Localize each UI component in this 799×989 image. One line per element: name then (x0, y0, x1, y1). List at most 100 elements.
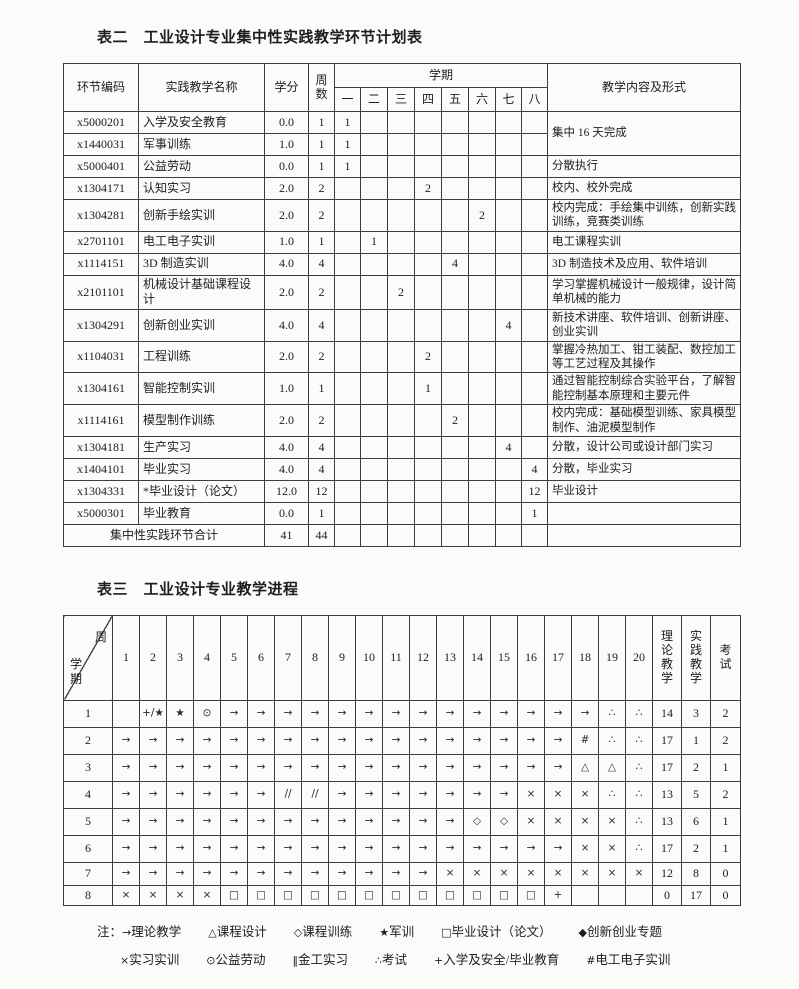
t3-week-cell: ◇ (490, 807, 518, 836)
t2-cell-name: 入学及安全教育 (138, 111, 265, 134)
t3-week-cell: ∴ (598, 726, 626, 755)
t2-cell-sem-5 (441, 435, 469, 459)
t2-cell-sem-7 (495, 252, 522, 276)
t3-week-header: 7 (274, 614, 302, 701)
legend-symbol: ∴ (374, 953, 382, 967)
t3-header-row: 周学 期 1 2 3 4 5 6 7 8 9 10 11 12 13 14 15 16 17 18 19 20 理 论 教… (63, 614, 741, 701)
t2-row: x1304181 生产实习 4.0 4 4 分散，设计公司或设计部门实习 (63, 435, 742, 459)
t3-corner-semester: 学 期 (70, 656, 83, 687)
t3-week-cell (112, 699, 140, 728)
t2-cell-code: x1304171 (63, 177, 139, 200)
t2-cell-name: *毕业设计（论文） (138, 479, 265, 503)
t2-footer-content (547, 523, 742, 547)
t2-footer-sem-6 (468, 523, 496, 547)
t2-row: x2101101 机械设计基础课程设计 2.0 2 2 学习掌握机械设计一般规律，设计简单… (63, 274, 742, 310)
legend-label: 创新创业专题 (587, 924, 663, 939)
t3-week-header: 10 (355, 614, 383, 701)
t3-week-header: 17 (544, 614, 572, 701)
legend-line-1: 注：→理论教学 △课程设计 ◇课程训练 ★军训 □毕业设计（论文） ◆创新创业专题 (97, 921, 799, 940)
legend-symbol: ◆ (578, 925, 587, 939)
t2-cell-sem-4 (414, 435, 442, 459)
t2-row: x1114161 模型制作训练 2.0 2 2 校内完成：基础模型训练、家具模型制作、油泥… (63, 404, 742, 437)
t2-cell-credits: 4.0 (264, 252, 309, 276)
t3-week-cell: → (220, 753, 248, 782)
t2-cell-code: x1304181 (63, 435, 139, 459)
t3-total-cell-2: 1 (681, 726, 711, 755)
t2-cell-sem-5 (441, 177, 469, 200)
legend-symbol: ⊙ (206, 953, 216, 967)
t2-cell-sem-1: 1 (334, 133, 361, 156)
t3-week-cell: ∴ (625, 753, 653, 782)
t2-header-sem-8: 八 (520, 87, 549, 112)
t3-week-header: 20 (625, 614, 653, 701)
t2-cell-sem-5 (441, 308, 469, 342)
t2-cell-credits: 0.0 (264, 155, 309, 178)
legend-item: ◇课程训练 (294, 921, 352, 940)
t2-cell-sem-8 (520, 155, 549, 178)
t2-cell-sem-5 (441, 372, 469, 406)
t2-cell-code: x1104031 (63, 340, 139, 374)
t2-cell-weeks: 1 (308, 230, 335, 254)
t2-cell-sem-1: 1 (334, 111, 361, 134)
t3-week-cell: → (436, 726, 464, 755)
t3-week-cell: → (139, 780, 167, 809)
t2-cell-name: 工程训练 (138, 340, 265, 374)
t2-row: x2701101 电工电子实训 1.0 1 1 电工课程实训 (63, 230, 742, 254)
t3-week-cell: → (463, 726, 491, 755)
legend-item: ×实习实训 (120, 949, 179, 968)
t2-cell-sem-2 (360, 199, 388, 232)
t2-cell-name: 生产实习 (138, 435, 265, 459)
t2-cell-code: x1304161 (63, 372, 139, 406)
t2-cell-sem-7 (495, 501, 522, 525)
t3-week-cell: → (247, 699, 275, 728)
t3-week-cell: → (112, 726, 140, 755)
t3-week-cell: → (544, 834, 572, 863)
t2-cell-content: 电工课程实训 (547, 230, 742, 254)
t3-week-header: 19 (598, 614, 626, 701)
t2-cell-sem-8: 4 (520, 457, 549, 481)
t3-week-cell: → (409, 780, 437, 809)
t2-cell-sem-1 (334, 199, 361, 232)
t3-week-cell: → (328, 861, 356, 886)
t2-cell-sem-3 (387, 435, 415, 459)
t2-header-semester: 学期 (333, 63, 549, 88)
t2-cell-sem-6 (468, 340, 496, 374)
t2-cell-credits: 2.0 (264, 274, 309, 310)
t3-row: 8 × × × × □ □ □ □ □ □ □ □ □ □ □ □ +0 17 0 (63, 884, 741, 906)
t2-cell-sem-3: 2 (387, 274, 415, 310)
t2-cell-weeks: 1 (308, 133, 335, 156)
t3-week-cell: □ (274, 884, 302, 906)
t2-cell-sem-4 (414, 479, 442, 503)
t2-cell-credits: 12.0 (264, 479, 309, 503)
t2-cell-sem-1 (334, 340, 361, 374)
t3-week-header: 5 (220, 614, 248, 701)
t3-week-cell: +/★ (139, 699, 167, 728)
t3-week-cell: × (193, 884, 221, 906)
t2-cell-weeks: 4 (308, 435, 335, 459)
t3-week-cell: → (382, 753, 410, 782)
t2-row: x5000301 毕业教育 0.0 1 1 (63, 501, 742, 525)
t2-cell-code: x5000201 (63, 111, 139, 134)
t2-cell-sem-6 (468, 457, 496, 481)
t2-cell-sem-2 (360, 155, 388, 178)
t3-week-cell: △ (571, 753, 599, 782)
t3-total-cell-1: 12 (652, 861, 682, 886)
t3-week-cell: → (166, 834, 194, 863)
t2-cell-credits: 0.0 (264, 501, 309, 525)
t3-week-cell (571, 884, 599, 906)
t2-cell-sem-3 (387, 479, 415, 503)
t3-week-cell: → (301, 753, 329, 782)
t2-cell-credits: 4.0 (264, 435, 309, 459)
t3-sem-label: 7 (63, 861, 113, 886)
t2-cell-sem-7 (495, 111, 522, 134)
t3-week-cell: □ (247, 884, 275, 906)
t2-cell-sem-7: 4 (495, 308, 522, 342)
t2-cell-sem-2: 1 (360, 230, 388, 254)
t2-cell-code: x1404101 (63, 457, 139, 481)
t3-week-cell: → (436, 834, 464, 863)
t2-cell-sem-6 (468, 274, 496, 310)
t2-cell-sem-2 (360, 457, 388, 481)
teaching-schedule-table: 周学 期 1 2 3 4 5 6 7 8 9 10 11 12 13 14 15 16 17 18 19 20 理 论 教… (63, 614, 741, 906)
t2-cell-content: 校内完成：手绘集中训练，创新实践训练，竞赛类训练 (547, 199, 742, 232)
legend-item: +入学及安全/毕业教育 (434, 949, 559, 968)
